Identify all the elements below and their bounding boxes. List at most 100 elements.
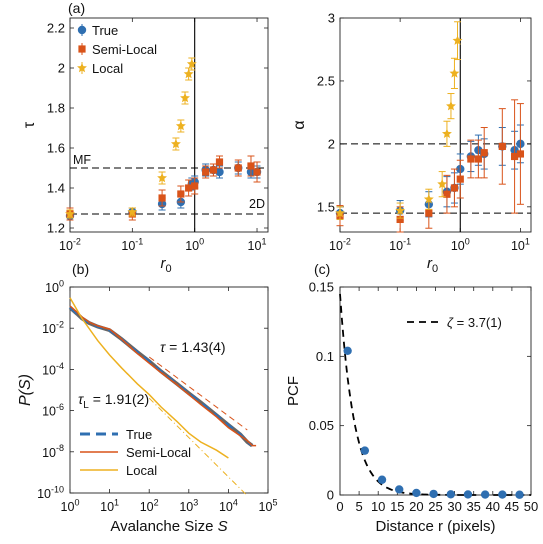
data-point — [175, 120, 186, 131]
data-point — [450, 184, 459, 192]
legend-label: Local — [92, 61, 123, 76]
legend-label: ζ = 3.7(1) — [447, 315, 502, 330]
data-point — [343, 346, 352, 355]
data-point — [446, 100, 456, 111]
legend-label: True — [92, 23, 118, 38]
y-tick-label: 2.5 — [317, 73, 335, 88]
x-axis-label: Distance r (pixels) — [375, 518, 495, 535]
y-tick-label: 2 — [58, 61, 65, 76]
data-point — [396, 215, 404, 224]
data-point — [253, 168, 261, 176]
x-tick-label: 100 — [451, 236, 470, 253]
reference-label: 2D — [249, 197, 265, 211]
x-tick-label: 40 — [486, 499, 500, 514]
x-tick-label: 102 — [140, 497, 159, 514]
axes-frame — [69, 286, 269, 494]
data-point — [157, 172, 168, 183]
series-true-dash — [69, 306, 253, 447]
data-point — [127, 206, 138, 217]
data-point — [498, 142, 506, 150]
x-tick-label: 101 — [100, 497, 119, 514]
x-axis-label: r0 — [427, 255, 438, 275]
data-point — [425, 209, 433, 217]
x-axis-label: Avalanche Size S — [110, 518, 227, 535]
y-tick-label: 1.2 — [47, 221, 65, 236]
panel-b: 100 101 102 103 104 105 100 10-2 10-4 10-6 10-8 10-… — [17, 261, 277, 535]
y-axis-label: α — [291, 120, 308, 129]
series-local — [65, 57, 197, 219]
x-tick-label: 45 — [505, 499, 519, 514]
data-point — [360, 446, 370, 455]
y-tick-label: 1.8 — [47, 101, 65, 116]
y-tick-label: 3 — [328, 11, 335, 26]
data-point — [446, 490, 455, 499]
series-semi-local — [336, 99, 525, 233]
series-local — [335, 21, 463, 220]
legend-label: True — [126, 427, 152, 442]
axes-frame — [69, 17, 269, 233]
data-point — [449, 68, 460, 78]
y-tick-label: 100 — [45, 278, 64, 295]
y-tick-label: 10-2 — [42, 320, 64, 337]
data-point — [498, 490, 507, 499]
y-tick-label: 0.05 — [309, 418, 334, 433]
series-local — [69, 297, 229, 459]
x-tick-label: 15 — [390, 499, 404, 514]
tau-annotation: τ = 1.43(4) — [160, 339, 226, 355]
x-tick-label: 30 — [447, 499, 461, 514]
data-point — [516, 150, 525, 158]
data-point — [186, 58, 197, 69]
x-tick-label: 101 — [511, 236, 530, 253]
x-tick-label: 10-1 — [121, 236, 143, 253]
data-point — [247, 162, 255, 170]
y-tick-label: 0.15 — [309, 280, 334, 295]
data-point — [191, 182, 199, 190]
x-tick-label: 5 — [355, 499, 362, 514]
tauL-annotation: τL = 1.91(2) — [78, 391, 149, 411]
data-point — [474, 155, 482, 163]
x-tick-label: 104 — [219, 497, 238, 514]
series-true — [335, 124, 525, 222]
series-true — [65, 161, 262, 221]
data-point — [202, 168, 210, 176]
data-point — [429, 489, 438, 499]
legend: True Semi-Local Local — [77, 23, 157, 76]
data-point — [65, 208, 75, 219]
data-point — [395, 205, 406, 215]
data-point — [423, 194, 434, 204]
y-tick-label: 1.5 — [317, 199, 335, 214]
panel-label: (a) — [68, 0, 85, 16]
data-point — [480, 149, 488, 157]
x-tick-label: 10-2 — [59, 236, 81, 253]
data-point — [209, 166, 218, 174]
data-point — [185, 184, 193, 192]
x-tick-label: 100 — [61, 497, 80, 514]
y-tick-label: 1.6 — [47, 141, 65, 156]
data-point — [180, 92, 190, 103]
x-tick-label: 101 — [248, 236, 267, 253]
x-tick-label: 50 — [524, 499, 538, 514]
y-tick-label: 10-4 — [42, 361, 64, 378]
data-point — [515, 490, 524, 499]
data-point — [395, 485, 404, 494]
data-point — [480, 490, 490, 499]
x-tick-label: 105 — [259, 497, 278, 514]
series-semi-local — [69, 305, 257, 447]
y-tick-label: 10-6 — [42, 402, 64, 419]
data-point — [456, 175, 464, 183]
fit-line — [148, 397, 248, 497]
legend-label: Local — [126, 463, 157, 478]
x-axis-label: r0 — [160, 255, 171, 275]
data-point — [177, 190, 185, 198]
x-tick-label: 10-1 — [389, 236, 411, 253]
fit-line — [148, 356, 248, 431]
data-point — [377, 475, 387, 484]
data-point — [463, 490, 473, 499]
legend-label: Semi-Local — [126, 445, 191, 460]
panel-a: 10-2 10-1 100 101 1.2 1.4 1.6 1.8 2 2.2 MF 2D r0 τ (a)… — [21, 0, 269, 275]
legend-label: Semi-Local — [92, 42, 157, 57]
y-tick-label: 0 — [327, 488, 334, 503]
y-tick-label: 1.4 — [47, 181, 65, 196]
axes-frame — [339, 17, 532, 233]
